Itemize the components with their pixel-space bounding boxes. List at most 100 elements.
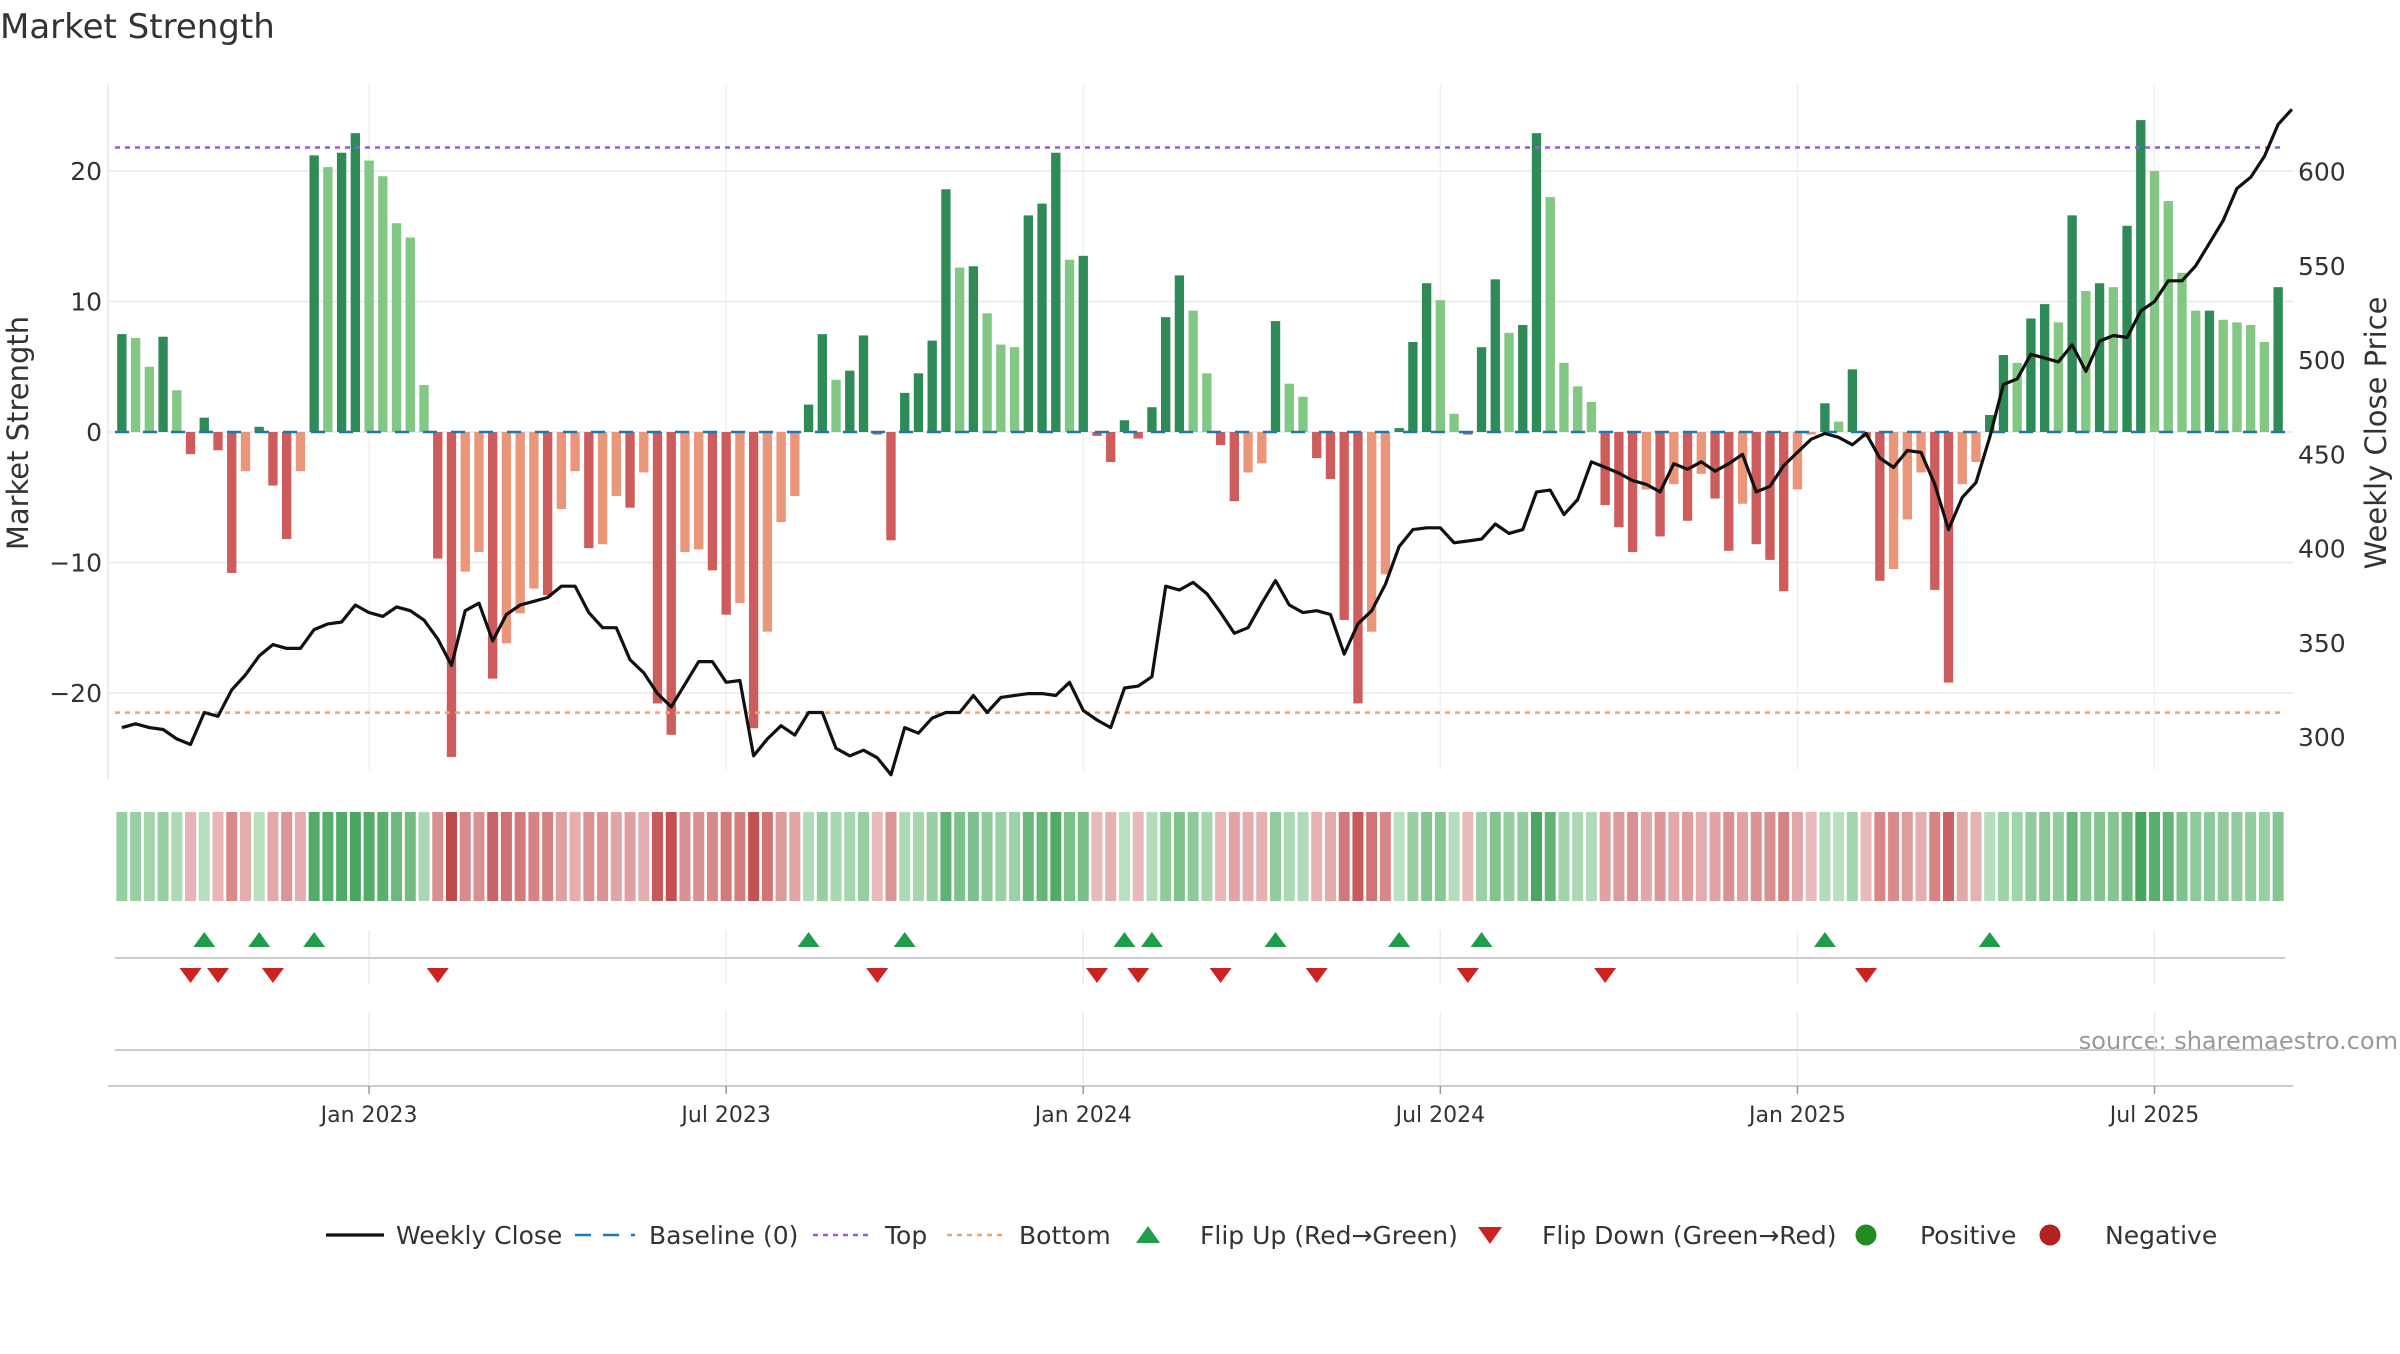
- heat-cell: [253, 812, 265, 901]
- legend-label: Top: [884, 1221, 927, 1250]
- y2-tick-label: 350: [2298, 629, 2346, 658]
- legend-item: Positive: [1855, 1221, 2016, 1250]
- strength-bar: [364, 160, 374, 432]
- strength-bar: [1655, 432, 1665, 537]
- heat-cell: [2080, 812, 2092, 901]
- heat-cell: [1723, 812, 1735, 901]
- strength-bar: [913, 373, 924, 432]
- strength-bar: [2039, 304, 2050, 432]
- heat-cell: [1778, 812, 1790, 901]
- flip-down-marker: [1127, 968, 1150, 983]
- strength-bar: [488, 432, 498, 679]
- grid: [108, 85, 2293, 1085]
- strength-bar: [391, 223, 402, 432]
- strength-bar: [1614, 432, 1624, 528]
- strength-bar: [309, 155, 319, 432]
- heat-cell: [418, 812, 430, 901]
- flip-up-marker: [1113, 932, 1136, 947]
- heat-cell: [1283, 812, 1295, 901]
- strength-bar: [529, 432, 539, 589]
- heat-cell: [1860, 812, 1872, 901]
- strength-bar: [2191, 310, 2201, 432]
- strength-bar: [776, 432, 786, 523]
- heat-cell: [2094, 812, 2106, 901]
- flip-down-marker: [179, 968, 202, 983]
- strength-bar: [2094, 283, 2105, 432]
- heat-cell: [1682, 812, 1694, 901]
- x-tick-label: Jul 2025: [2108, 1103, 2200, 1128]
- heat-cell: [1572, 812, 1584, 901]
- strength-bar: [1023, 215, 1033, 432]
- heat-cell: [830, 812, 842, 901]
- flip-up-marker: [1813, 932, 1836, 947]
- strength-bar: [1394, 428, 1404, 432]
- heat-cell: [1187, 812, 1199, 901]
- heat-cell: [1956, 812, 1968, 901]
- heat-cell: [1874, 812, 1886, 901]
- heat-cell: [1737, 812, 1748, 901]
- strength-bar: [1229, 432, 1240, 502]
- strength-bar: [2136, 120, 2146, 432]
- legend-circle-green: [1855, 1224, 1877, 1246]
- heat-cell: [1462, 812, 1474, 901]
- heat-cell: [569, 812, 581, 901]
- heat-cell: [1270, 812, 1282, 901]
- strength-bar: [1971, 432, 1981, 463]
- strength-bar: [1463, 432, 1473, 435]
- strength-bar: [2026, 318, 2036, 432]
- y2-tick-label: 600: [2298, 158, 2346, 187]
- heat-cell: [1009, 812, 1021, 901]
- heat-cell: [1366, 812, 1378, 901]
- heat-cell: [1970, 812, 1982, 901]
- strength-bar: [1106, 432, 1116, 463]
- heat-cell: [1929, 812, 1941, 901]
- strength-bar: [1545, 197, 1555, 432]
- strength-bar: [2218, 319, 2228, 432]
- strength-bar: [1298, 396, 1308, 432]
- strength-bar: [2067, 215, 2077, 432]
- heat-cell: [1201, 812, 1213, 901]
- legend-item: Bottom: [947, 1221, 1111, 1250]
- strength-bar: [803, 404, 814, 432]
- heat-cell: [1750, 812, 1762, 901]
- strength-bar: [2122, 225, 2132, 432]
- strength-bar: [1408, 341, 1418, 432]
- heat-cell: [2052, 812, 2064, 901]
- flip-down-marker: [261, 968, 284, 983]
- strength-bar: [858, 335, 869, 432]
- chart-title: Market Strength: [0, 7, 275, 47]
- strength-bar: [1998, 355, 2009, 432]
- flip-up-marker: [1264, 932, 1287, 947]
- heat-cell: [514, 812, 526, 901]
- legend-label: Bottom: [1019, 1221, 1111, 1250]
- heat-cell: [1888, 812, 1900, 901]
- axes: 20 10 0 −10 −20 600 550 500 450 400 350 300 Jan 2023…: [49, 85, 2346, 1128]
- legend-label: Negative: [2105, 1221, 2217, 1250]
- strength-bar: [872, 432, 882, 435]
- strength-bar: [185, 432, 196, 455]
- heat-cell: [912, 812, 924, 901]
- heat-cell: [1091, 812, 1103, 901]
- strength-bar: [2108, 287, 2118, 432]
- heat-cell: [1530, 812, 1542, 901]
- legend-label: Flip Up (Red→Green): [1200, 1221, 1458, 1250]
- strength-bar: [1339, 432, 1349, 620]
- strength-bar: [1051, 152, 1061, 433]
- flip-up-marker: [248, 932, 271, 947]
- flip-down-marker: [207, 968, 230, 983]
- flip-down-marker: [1456, 968, 1479, 983]
- strength-bar: [1902, 432, 1912, 520]
- strength-bar: [378, 176, 388, 432]
- heat-cell: [2217, 812, 2229, 901]
- strength-bar: [1449, 413, 1459, 432]
- heat-cell: [1503, 812, 1515, 901]
- strength-bar: [680, 432, 690, 553]
- heat-cell: [459, 812, 471, 901]
- strength-bar: [501, 432, 512, 644]
- legend-triangle-up: [1136, 1226, 1160, 1243]
- strength-bar: [1833, 421, 1844, 432]
- heat-cell: [899, 812, 911, 901]
- strength-bar: [336, 152, 347, 433]
- strength-bar: [1573, 386, 1583, 432]
- strength-bar: [268, 432, 278, 486]
